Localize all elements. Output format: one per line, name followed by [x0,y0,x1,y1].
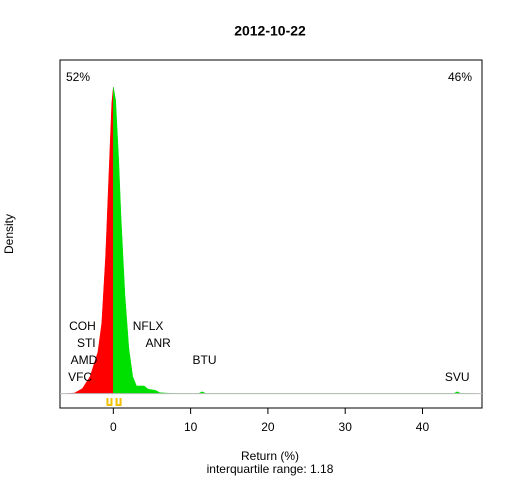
x-tick-label: 10 [184,420,198,434]
y-axis-label: Density [2,214,16,254]
stock-label: ANR [145,336,171,350]
x-tick-label: 40 [416,420,430,434]
subtitle: interquartile range: 1.18 [207,462,334,476]
stock-label: NFLX [133,319,164,333]
x-axis-label: Return (%) [241,449,299,463]
stock-label: SVU [445,370,470,384]
quartile-mark [115,398,122,406]
stock-label: COH [69,319,96,333]
stock-label: AMD [71,353,98,367]
stock-label: STI [77,336,96,350]
chart-title: 2012-10-22 [234,23,306,39]
quartile-mark [106,398,113,406]
x-tick-label: 30 [339,420,353,434]
negative-share: 52% [66,70,90,84]
positive-share: 46% [448,70,472,84]
x-tick-label: 0 [110,420,117,434]
positive-density [113,87,477,394]
stock-label: VFC [68,370,92,384]
x-tick-label: 20 [261,420,275,434]
stock-label: BTU [193,353,217,367]
